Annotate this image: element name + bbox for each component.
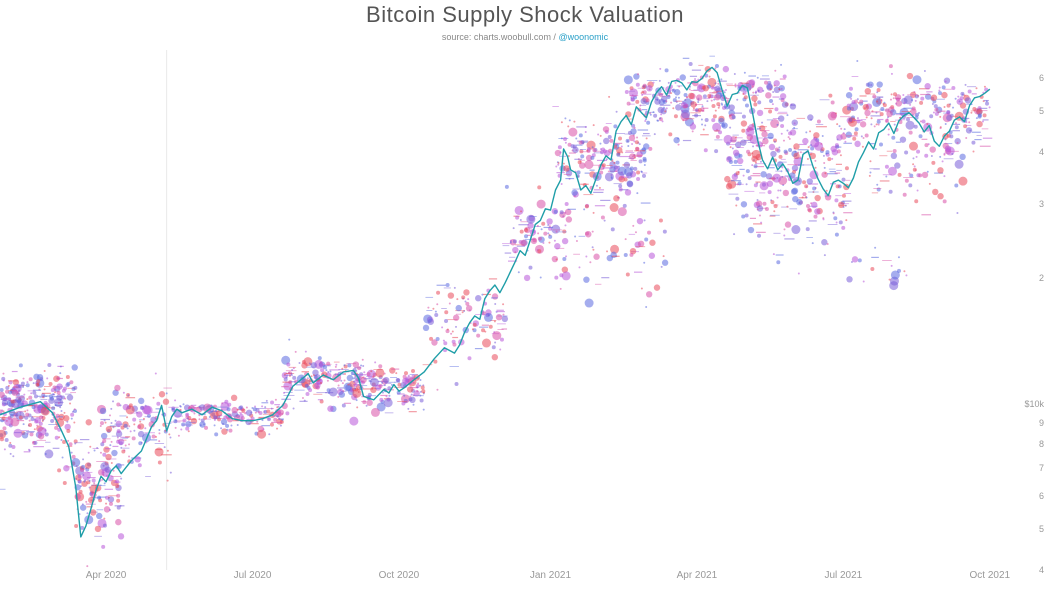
y-tick-label: 5 [1039,524,1044,534]
y-axis-labels: 456789$10k23456 [1012,50,1050,570]
chart-container: Bitcoin Supply Shock Valuation source: c… [0,0,1050,600]
y-tick-label: 4 [1039,147,1044,157]
y-tick-label: 5 [1039,106,1044,116]
y-tick-label: 2 [1039,273,1044,283]
chart-title: Bitcoin Supply Shock Valuation [0,2,1050,28]
x-tick-label: Jul 2020 [234,570,272,581]
x-axis-labels: Apr 2020 Jul 2020 Oct 2020 Jan 2021 Apr 2021… [0,570,1010,590]
x-tick-label: Jul 2021 [824,570,862,581]
x-tick-label: Oct 2020 [379,570,420,581]
y-tick-label: $10k [1024,399,1044,409]
y-tick-label: 3 [1039,199,1044,209]
subtitle-link[interactable]: @woonomic [558,32,608,42]
chart-plot [0,50,1010,570]
y-tick-label: 7 [1039,463,1044,473]
y-tick-label: 8 [1039,439,1044,449]
y-tick-label: 6 [1039,491,1044,501]
subtitle-text: source: charts.woobull.com / [442,32,559,42]
scatter-layer [0,56,992,567]
x-tick-label: Oct 2021 [970,570,1011,581]
y-tick-label: 6 [1039,73,1044,83]
y-tick-label: 4 [1039,565,1044,575]
x-tick-label: Apr 2021 [677,570,718,581]
x-tick-label: Apr 2020 [86,570,127,581]
y-tick-label: 9 [1039,418,1044,428]
x-tick-label: Jan 2021 [530,570,571,581]
chart-subtitle: source: charts.woobull.com / @woonomic [0,32,1050,42]
